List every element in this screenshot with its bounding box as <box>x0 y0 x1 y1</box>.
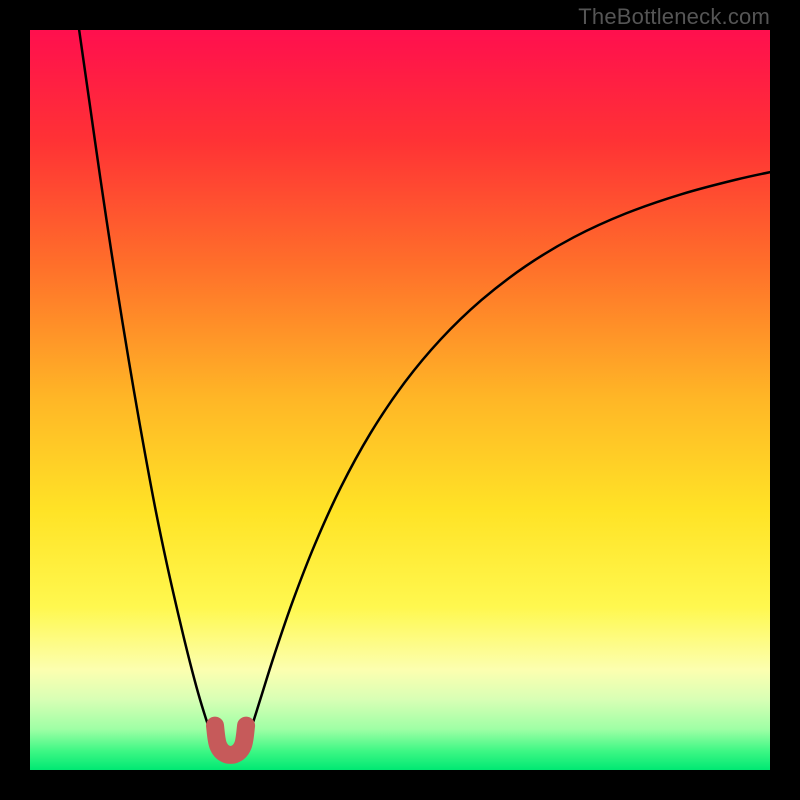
chart-root: TheBottleneck.com <box>0 0 800 800</box>
bottleneck-chart <box>0 0 800 800</box>
gradient-background <box>30 30 770 770</box>
plot-area <box>30 23 777 770</box>
watermark-text: TheBottleneck.com <box>578 4 770 30</box>
